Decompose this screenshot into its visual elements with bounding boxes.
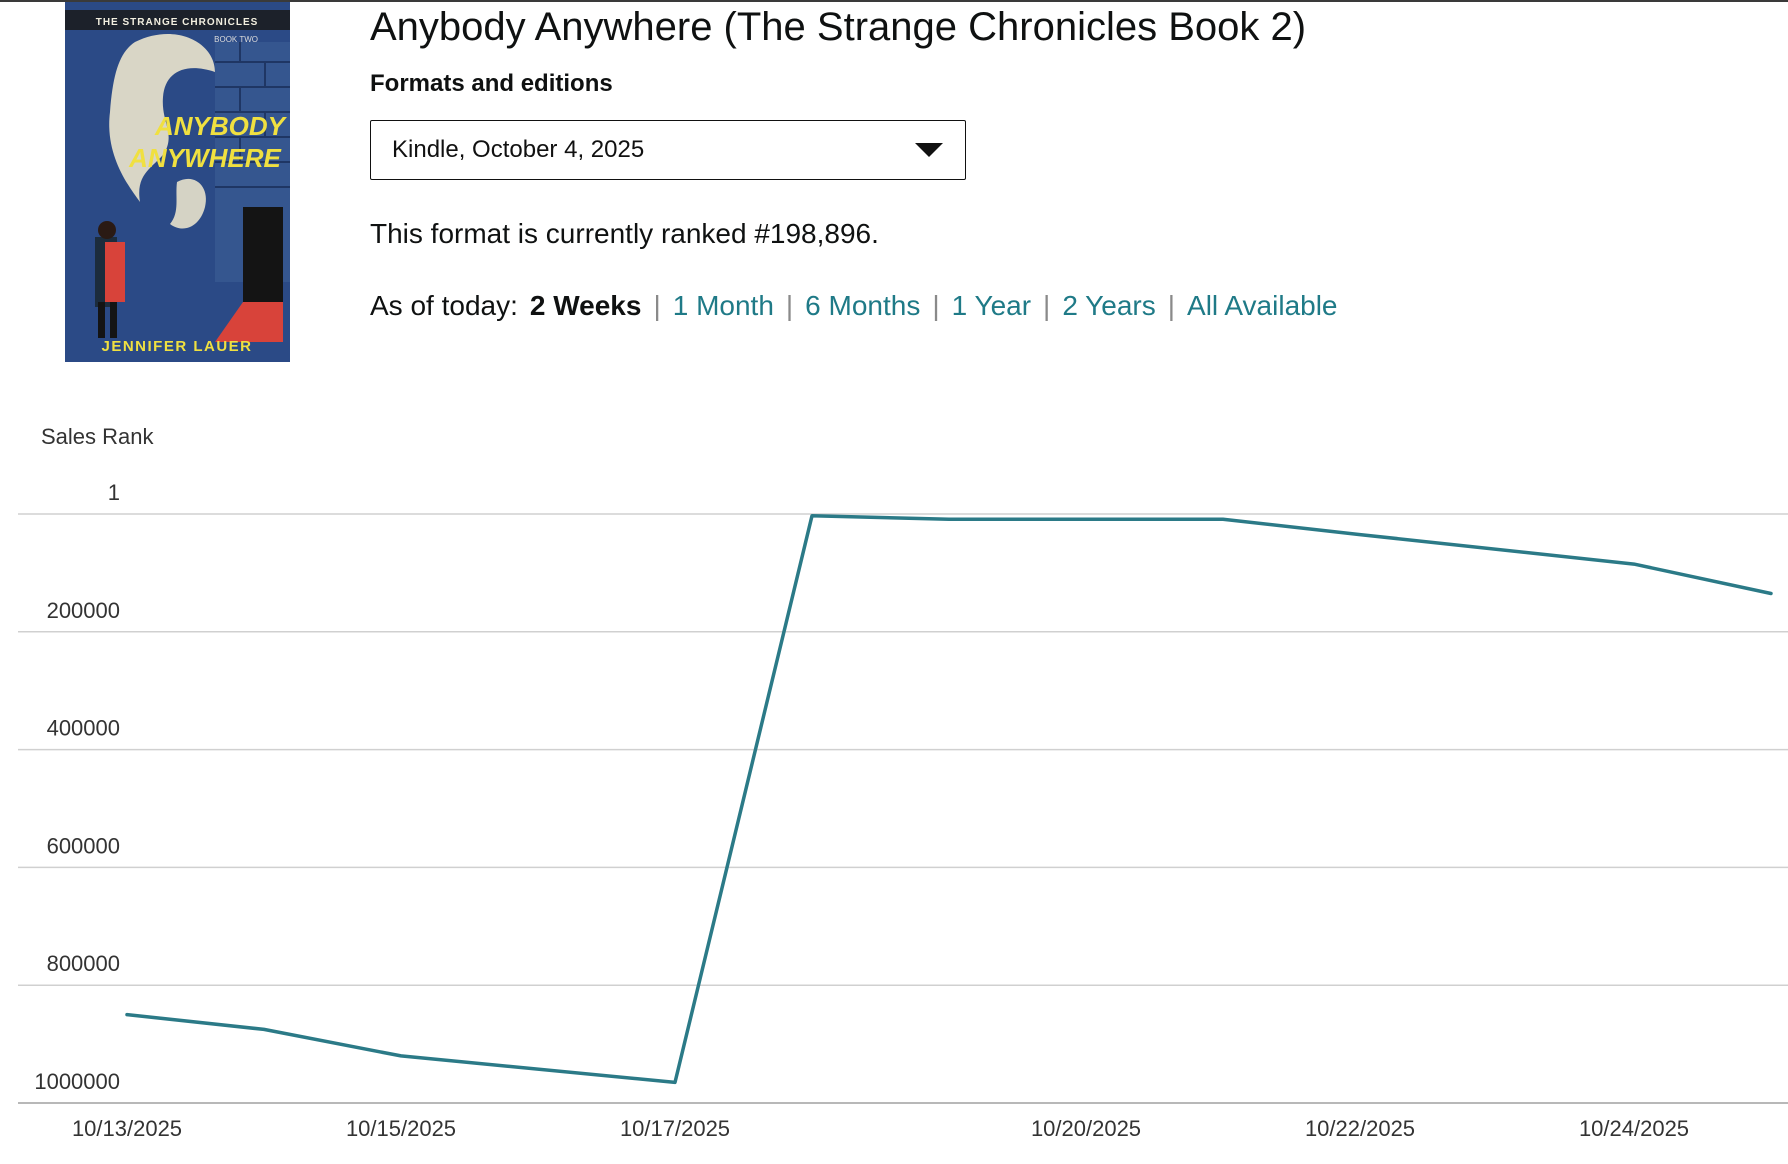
range-separator: | <box>785 290 794 321</box>
chart-series-line <box>125 514 1773 1085</box>
chart-y-tick-label: 800000 <box>47 951 120 976</box>
chart-y-axis-label: Sales Rank <box>41 424 155 449</box>
cover-title-line1: ANYBODY <box>154 111 288 141</box>
chart-y-tick-label: 1000000 <box>34 1069 120 1094</box>
cover-second-face <box>170 178 206 229</box>
sales-rank-chart-svg: Sales Rank 1 200000 400000 600000 800000 1000… <box>18 424 1788 1141</box>
cover-standing-figure <box>95 221 125 338</box>
chart-x-tick-label: 10/17/2025 <box>620 1116 730 1141</box>
chart-x-tick-label: 10/13/2025 <box>72 1116 182 1141</box>
range-option-1-year[interactable]: 1 Year <box>951 290 1032 321</box>
format-dropdown[interactable]: Kindle, October 4, 2025 <box>370 120 966 180</box>
range-separator: | <box>1167 290 1176 321</box>
cover-woman-profile <box>109 33 215 202</box>
range-option-all-available[interactable]: All Available <box>1187 290 1338 321</box>
chart-y-tick-label: 600000 <box>47 833 120 858</box>
book-title: Anybody Anywhere (The Strange Chronicles… <box>370 5 1307 49</box>
range-option-6-months[interactable]: 6 Months <box>805 290 921 321</box>
chart-x-tick-label: 10/15/2025 <box>346 1116 456 1141</box>
formats-heading: Formats and editions <box>370 70 613 97</box>
cover-book-number: BOOK TWO <box>214 35 258 44</box>
chart-y-tick-label: 1 <box>108 480 120 505</box>
sales-rank-chart: Sales Rank 1 200000 400000 600000 800000 1000… <box>0 400 1788 1164</box>
cover-series-banner: THE STRANGE CHRONICLES <box>96 17 259 28</box>
chart-y-tick-label: 200000 <box>47 598 120 623</box>
range-separator: | <box>932 290 940 321</box>
caret-down-icon <box>915 143 943 157</box>
time-range-selector: As of today: 2 Weeks | 1 Month | 6 Month… <box>370 288 1338 324</box>
cover-title-line2: ANYWHERE <box>128 143 281 173</box>
chart-x-tick-label: 10/24/2025 <box>1579 1116 1689 1141</box>
range-option-2-years[interactable]: 2 Years <box>1062 290 1156 321</box>
range-option-2-weeks[interactable]: 2 Weeks <box>529 290 642 321</box>
top-border <box>0 0 1788 2</box>
current-rank-text: This format is currently ranked #198,896… <box>370 218 879 249</box>
range-separator: | <box>1043 290 1051 321</box>
chart-x-tick-label: 10/22/2025 <box>1305 1116 1415 1141</box>
format-dropdown-value: Kindle, October 4, 2025 <box>392 136 645 163</box>
time-range-prefix: As of today: <box>370 290 518 321</box>
cover-red-light <box>215 302 283 342</box>
range-separator: | <box>653 290 661 321</box>
cover-author: JENNIFER LAUER <box>101 338 252 355</box>
chart-y-tick-label: 400000 <box>47 716 120 741</box>
chart-x-tick-label: 10/20/2025 <box>1031 1116 1141 1141</box>
range-option-1-month[interactable]: 1 Month <box>672 290 774 321</box>
book-cover-image[interactable]: THE STRANGE CHRONICLES BOOK TWO ANYBODY … <box>65 2 290 362</box>
